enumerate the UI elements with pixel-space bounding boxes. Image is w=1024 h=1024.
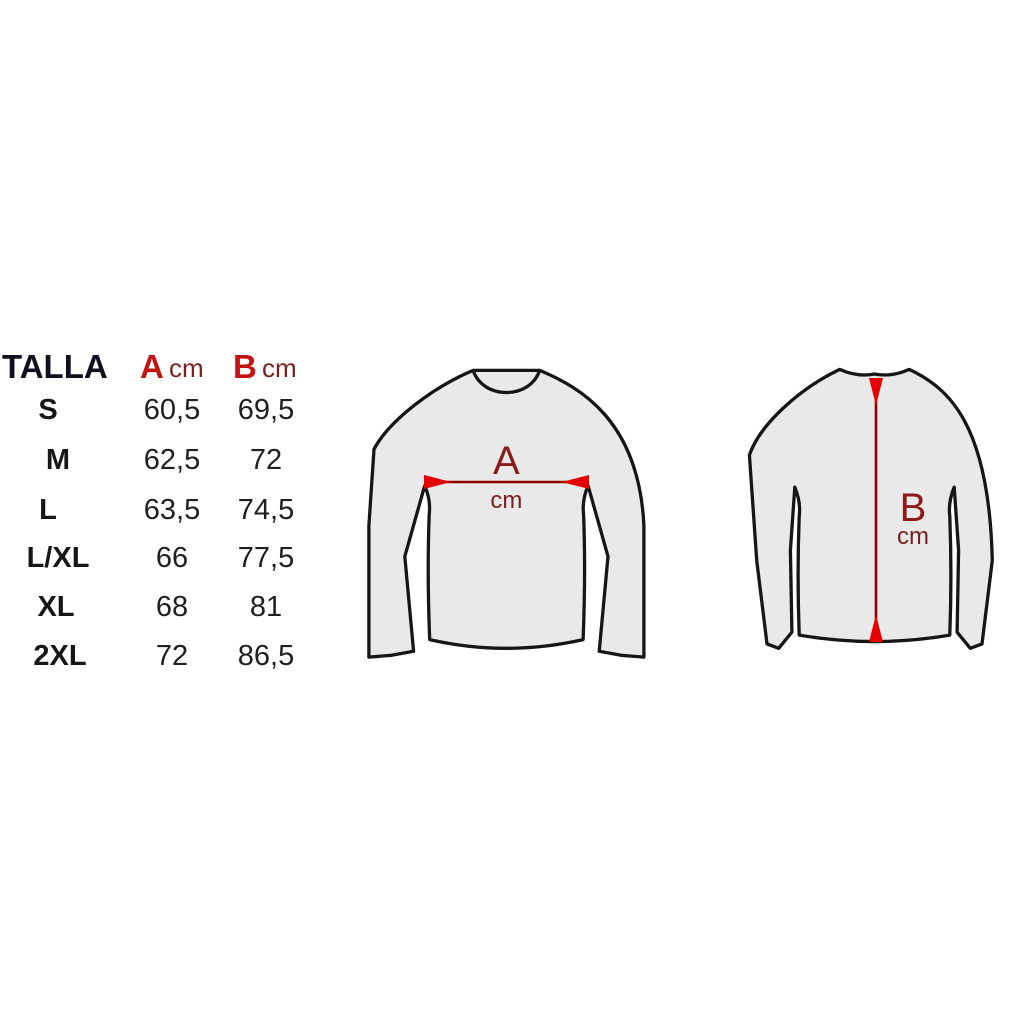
- svg-text:68: 68: [156, 591, 188, 623]
- svg-text:A: A: [493, 439, 520, 483]
- svg-text:M: M: [46, 444, 70, 476]
- svg-text:66: 66: [156, 542, 188, 574]
- svg-text:cm: cm: [490, 487, 522, 514]
- svg-text:62,5: 62,5: [144, 444, 200, 476]
- svg-text:L/XL: L/XL: [27, 542, 90, 574]
- svg-text:B: B: [233, 348, 257, 385]
- svg-text:86,5: 86,5: [238, 640, 294, 672]
- svg-text:cm: cm: [262, 353, 297, 383]
- svg-text:72: 72: [156, 640, 188, 672]
- svg-text:77,5: 77,5: [238, 542, 294, 574]
- svg-text:2XL: 2XL: [33, 640, 86, 672]
- svg-text:74,5: 74,5: [238, 494, 294, 526]
- svg-text:A: A: [140, 348, 164, 385]
- svg-text:L: L: [39, 494, 57, 526]
- svg-text:69,5: 69,5: [238, 394, 294, 426]
- svg-text:TALLA: TALLA: [2, 348, 108, 385]
- svg-text:81: 81: [250, 591, 282, 623]
- svg-text:60,5: 60,5: [144, 394, 200, 426]
- svg-text:63,5: 63,5: [144, 494, 200, 526]
- svg-text:S: S: [38, 394, 57, 426]
- svg-text:72: 72: [250, 444, 282, 476]
- svg-text:XL: XL: [37, 591, 74, 623]
- svg-text:cm: cm: [169, 353, 204, 383]
- svg-text:cm: cm: [897, 523, 929, 550]
